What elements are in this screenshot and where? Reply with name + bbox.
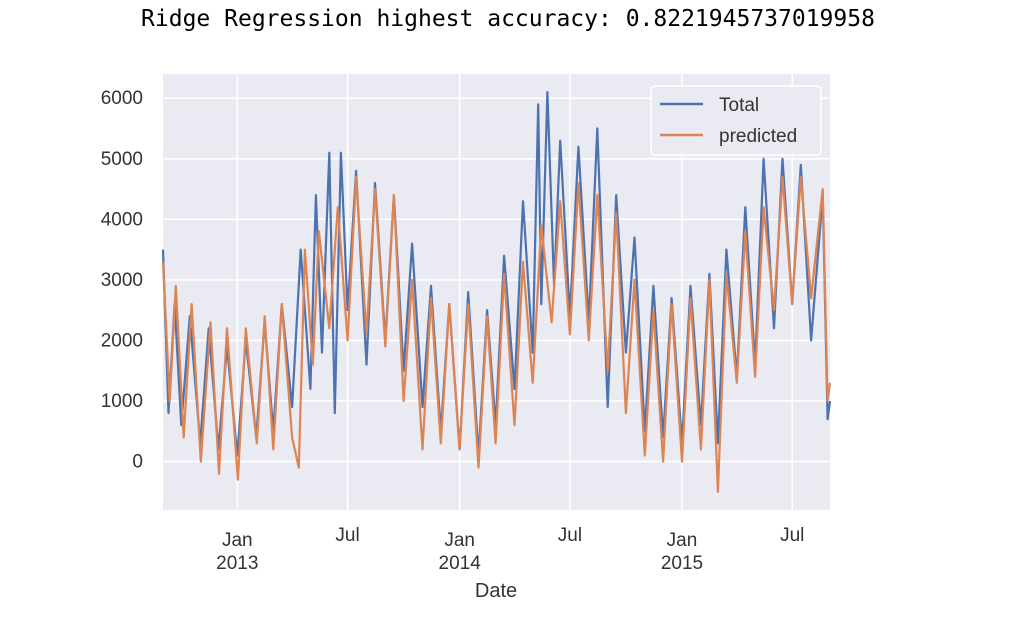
legend-entry: predicted bbox=[719, 126, 797, 147]
x-tick-year-label: 2013 bbox=[216, 553, 258, 574]
y-tick-labels: 6000 5000 4000 3000 2000 1000 0 bbox=[101, 88, 143, 472]
y-tick-label: 1000 bbox=[101, 391, 143, 412]
y-tick-label: 3000 bbox=[101, 270, 143, 291]
x-tick-label: Jul bbox=[558, 525, 582, 546]
accuracy-output-text: Ridge Regression highest accuracy: 0.822… bbox=[141, 6, 875, 32]
x-tick-label: Jul bbox=[335, 525, 359, 546]
y-tick-label: 2000 bbox=[101, 330, 143, 351]
x-tick-label: Jan bbox=[667, 530, 698, 551]
y-tick-label: 6000 bbox=[101, 88, 143, 109]
x-axis-label: Date bbox=[475, 580, 517, 602]
x-tick-label: Jul bbox=[780, 525, 804, 546]
y-tick-label: 4000 bbox=[101, 209, 143, 230]
series-lines bbox=[161, 91, 832, 493]
y-tick-label: 0 bbox=[132, 452, 143, 473]
y-tick-label: 5000 bbox=[101, 149, 143, 170]
series-line-predicted bbox=[161, 175, 832, 493]
x-tick-year-label: 2015 bbox=[661, 553, 703, 574]
legend: Total predicted bbox=[650, 85, 822, 156]
x-tick-label: Jan bbox=[222, 530, 253, 551]
x-tick-label: Jan bbox=[444, 530, 475, 551]
x-tick-year-label: 2014 bbox=[439, 553, 482, 574]
legend-entry: Total bbox=[719, 95, 759, 116]
